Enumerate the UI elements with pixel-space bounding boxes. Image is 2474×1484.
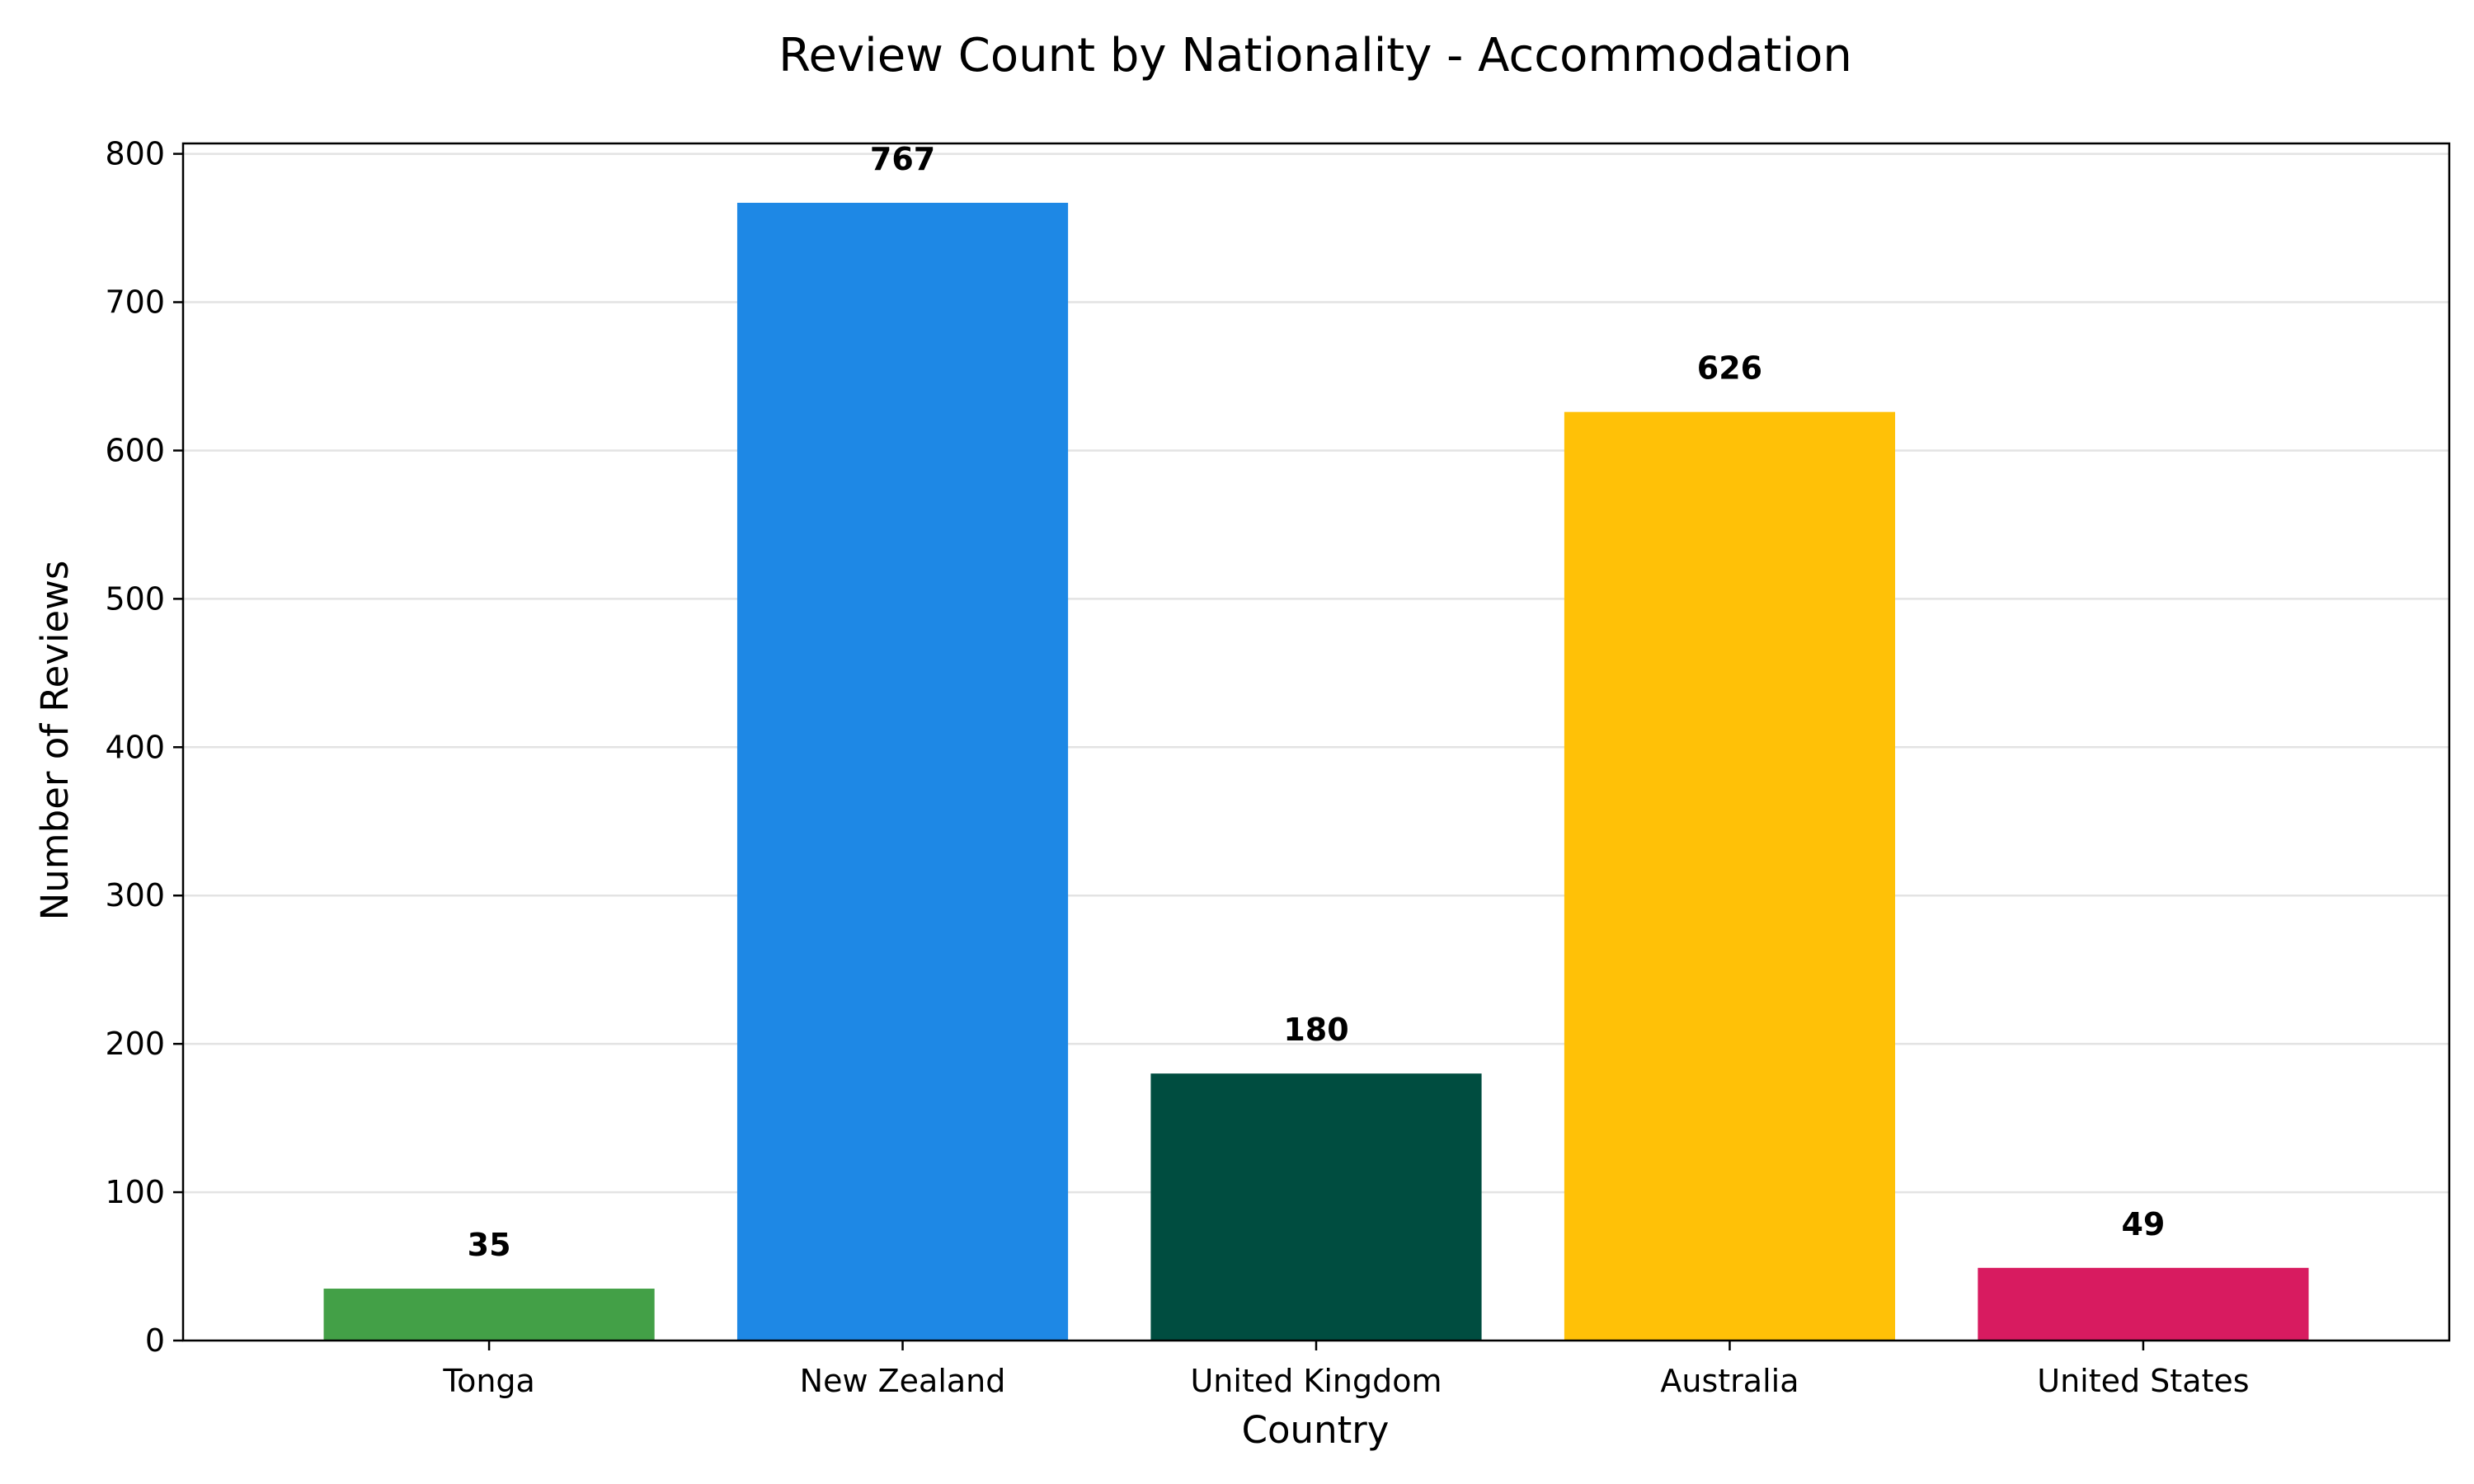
bar [1150, 1073, 1482, 1341]
grid-layer [183, 153, 2449, 1194]
y-tick-label: 0 [145, 1322, 165, 1359]
data-label: 767 [870, 141, 935, 177]
data-labels-layer: 35 767 180 626 49 [468, 141, 2166, 1263]
bar [1564, 411, 1896, 1341]
y-tick-label: 600 [105, 432, 165, 468]
y-tick-label: 100 [105, 1174, 165, 1210]
data-label: 49 [2121, 1206, 2165, 1242]
x-tick-label: Tonga [442, 1363, 535, 1399]
data-label: 180 [1283, 1012, 1348, 1048]
y-tick-label: 700 [105, 284, 165, 321]
plot-frame [181, 142, 2451, 1342]
chart-title: Review Count by Nationality - Accommodat… [778, 29, 1852, 82]
y-tick-label: 400 [105, 729, 165, 765]
data-label: 35 [468, 1227, 511, 1263]
x-tick-label: United States [2037, 1363, 2249, 1399]
y-tick-label: 800 [105, 136, 165, 172]
y-tick-label: 300 [105, 877, 165, 913]
bar [323, 1289, 655, 1341]
x-tick-label: United Kingdom [1190, 1363, 1442, 1399]
x-tick-label: Australia [1660, 1363, 1799, 1399]
bar [1978, 1267, 2309, 1341]
y-axis-label: Number of Reviews [33, 561, 77, 921]
x-tick-label: New Zealand [800, 1363, 1006, 1399]
bar [736, 202, 1069, 1341]
y-tick-label: 200 [105, 1026, 165, 1062]
x-axis-label: Country [1242, 1408, 1390, 1452]
ticks-layer: 0 100 200 300 400 500 600 700 800 Tonga New Zealan… [105, 136, 2249, 1399]
y-tick-label: 500 [105, 580, 165, 617]
bars-layer [323, 202, 2309, 1341]
data-label: 626 [1697, 350, 1762, 387]
